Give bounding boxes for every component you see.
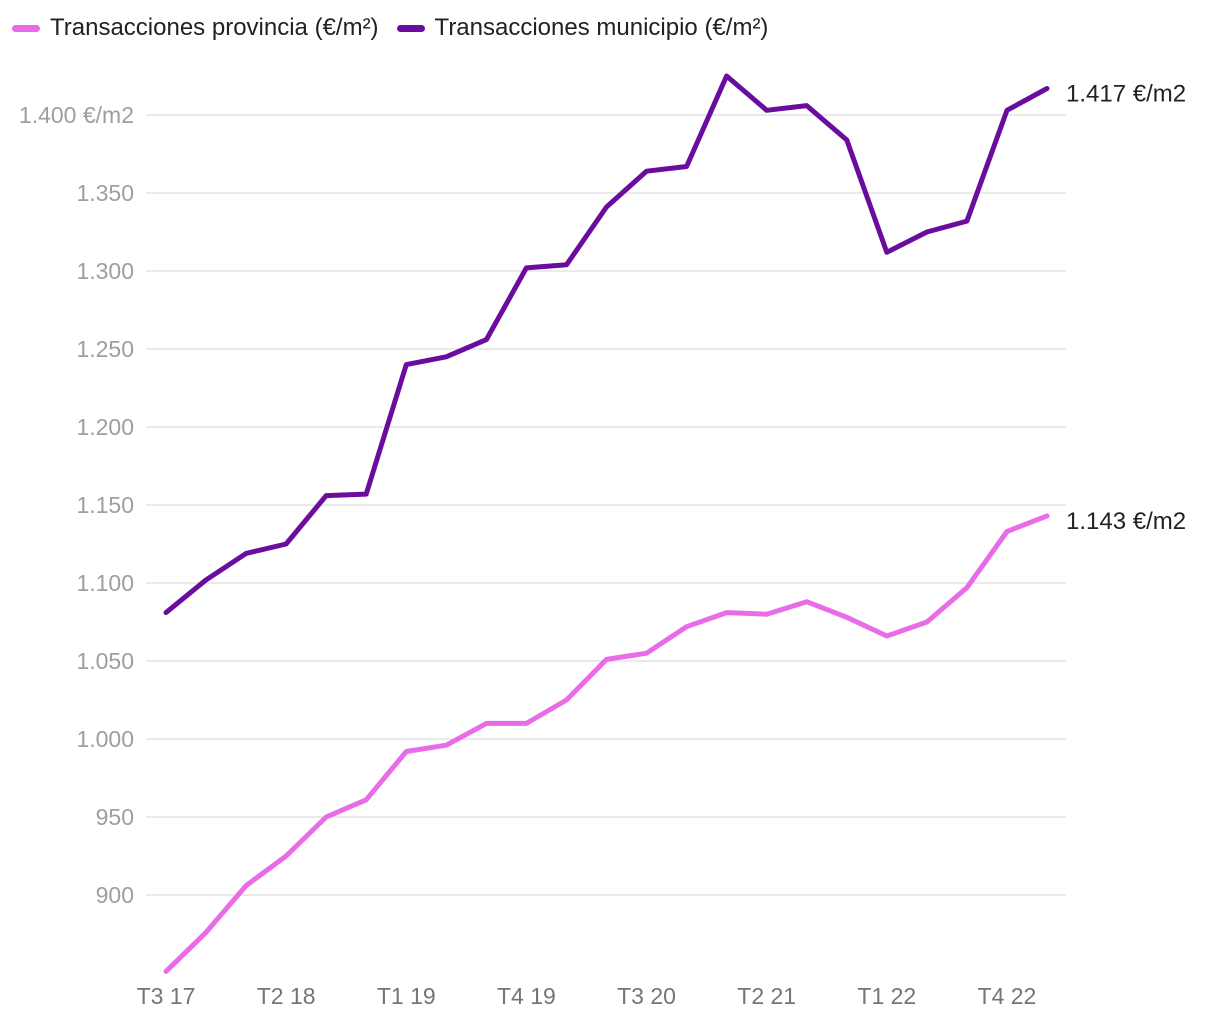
y-tick-label: 1.150: [76, 492, 134, 518]
x-tick-label: T3 20: [617, 983, 676, 1009]
y-tick-label: 1.350: [76, 180, 134, 206]
y-tick-label: 1.100: [76, 570, 134, 596]
y-tick-label: 1.250: [76, 336, 134, 362]
y-tick-label: 1.300: [76, 258, 134, 284]
series-line-1[interactable]: [163, 73, 1050, 616]
x-tick-label: T2 21: [737, 983, 796, 1009]
x-tick-label: T1 22: [857, 983, 916, 1009]
x-tick-label: T2 18: [257, 983, 316, 1009]
legend-label-municipio: Transacciones municipio (€/m²): [434, 14, 769, 41]
x-tick-label: T3 17: [137, 983, 196, 1009]
legend-item-municipio[interactable]: Transacciones municipio (€/m²): [396, 14, 769, 42]
legend-swatch-municipio: [396, 24, 425, 32]
end-label-1: 1.417 €/m2: [1066, 80, 1186, 107]
x-tick-label: T4 19: [497, 983, 556, 1009]
y-tick-label: 1.000: [76, 726, 134, 752]
y-axis-labels: 900 950 1.000 1.050 1.100 1.150 1.200 1.250 1.30…: [19, 102, 134, 908]
y-tick-label: 1.400 €/m2: [19, 102, 134, 128]
legend: Transacciones provincia (€/m²) Transacci…: [12, 14, 786, 42]
end-label-0: 1.143 €/m2: [1066, 508, 1186, 535]
end-labels: 1.143 €/m2 1.417 €/m2: [1066, 80, 1186, 534]
y-tick-label: 1.200: [76, 414, 134, 440]
x-tick-label: T4 22: [978, 983, 1037, 1009]
x-tick-label: T1 19: [377, 983, 436, 1009]
y-tick-label: 900: [96, 882, 134, 908]
legend-item-provincia[interactable]: Transacciones provincia (€/m²): [12, 14, 379, 42]
y-tick-label: 1.050: [76, 648, 134, 674]
series-lines: [163, 73, 1050, 974]
x-axis-labels: T3 17 T2 18 T1 19 T4 19 T3 20 T2 21 T1 22 T4 22: [137, 983, 1037, 1009]
legend-swatch-provincia: [12, 24, 40, 32]
series-line-0[interactable]: [163, 513, 1050, 974]
legend-label-provincia: Transacciones provincia (€/m²): [50, 14, 379, 41]
y-tick-label: 950: [96, 804, 134, 830]
